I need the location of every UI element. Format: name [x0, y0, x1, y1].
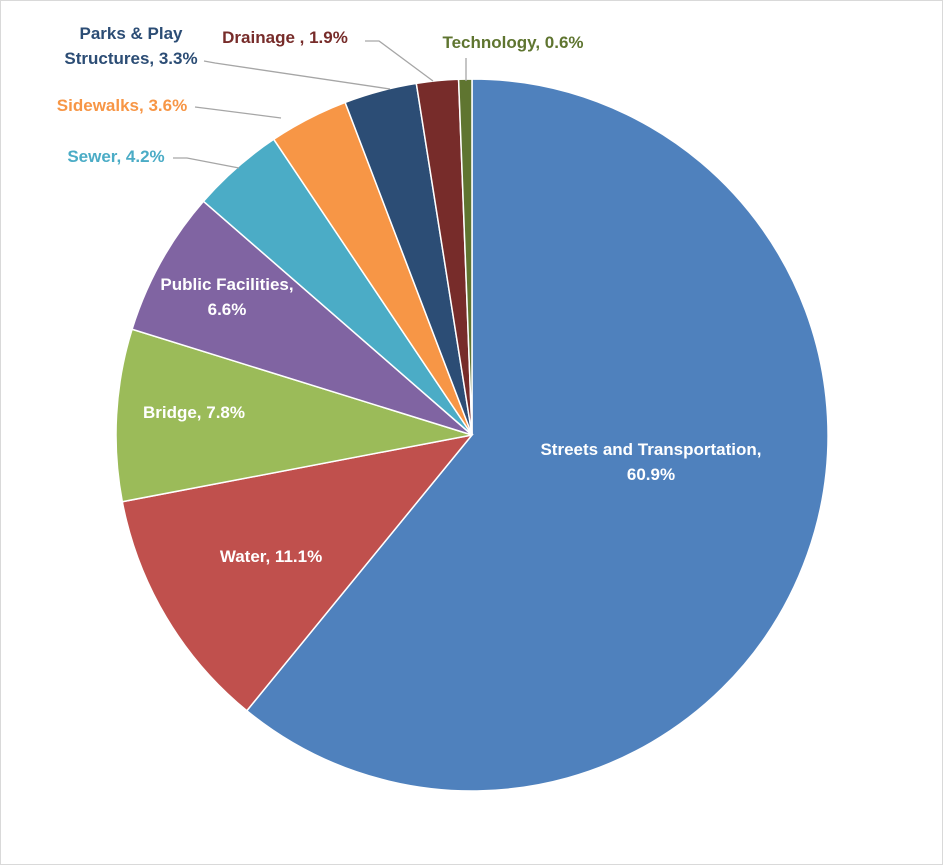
- data-label-line: Bridge, 7.8%: [143, 403, 245, 422]
- data-label-sewer: Sewer, 4.2%: [67, 147, 164, 166]
- leader-line-parks-and-play-structures: [203, 60, 391, 90]
- pie-slice-water: [121, 433, 474, 712]
- data-label-drainage: Drainage , 1.9%: [222, 28, 348, 47]
- data-label-line: Sewer, 4.2%: [67, 147, 164, 166]
- data-label-line: Streets and Transportation,: [540, 440, 761, 459]
- data-label-technology: Technology, 0.6%: [442, 33, 583, 52]
- data-label-bridge: Bridge, 7.8%: [143, 403, 245, 422]
- data-label-line: 6.6%: [208, 300, 247, 319]
- pie-slice-streets-and-transportation: [245, 78, 829, 792]
- data-label-line: Parks & Play: [79, 24, 183, 43]
- pie-slice-bridge: [115, 328, 473, 503]
- leader-line-drainage: [365, 40, 434, 82]
- pie-slice-technology: [457, 78, 473, 436]
- data-label-line: Structures, 3.3%: [64, 49, 197, 68]
- data-label-line: Public Facilities,: [160, 275, 293, 294]
- data-label-line: Sidewalks, 3.6%: [57, 96, 187, 115]
- slices-layer: [115, 78, 829, 792]
- pie-slice-public-facilities: [131, 200, 473, 436]
- data-label-sidewalks: Sidewalks, 3.6%: [57, 96, 187, 115]
- data-label-line: 60.9%: [627, 465, 675, 484]
- data-label-line: Water, 11.1%: [220, 547, 322, 566]
- data-label-line: Drainage , 1.9%: [222, 28, 348, 47]
- data-label-public-facilities: Public Facilities, 6.6%: [160, 275, 293, 319]
- leader-line-sewer: [173, 157, 240, 169]
- leader-line-sidewalks: [194, 106, 282, 119]
- data-label-line: Technology, 0.6%: [442, 33, 583, 52]
- data-label-streets-and-transportation: Streets and Transportation, 60.9%: [540, 440, 761, 484]
- data-label-parks-and-play-structures: Parks & Play Structures, 3.3%: [64, 24, 197, 68]
- data-label-water: Water, 11.1%: [220, 547, 322, 566]
- labels-layer: Streets and Transportation, 60.9% Water, 1…: [57, 24, 762, 566]
- leader-lines-layer: [173, 40, 467, 169]
